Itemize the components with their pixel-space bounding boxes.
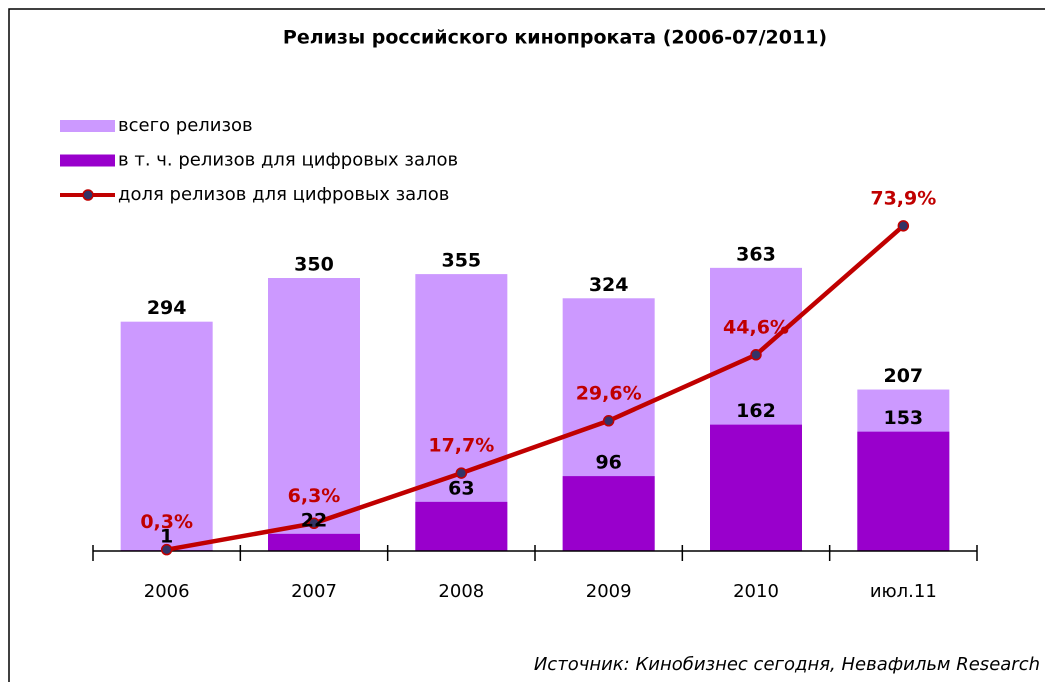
x-tick-label: 2010	[733, 581, 779, 602]
legend-label: всего релизов	[118, 115, 253, 136]
data-label: 153	[883, 407, 923, 429]
bar	[120, 321, 213, 551]
data-label: 63	[448, 477, 474, 499]
data-label: 324	[589, 274, 629, 296]
line-marker	[750, 349, 762, 361]
bar	[710, 424, 802, 551]
data-label: 162	[736, 400, 776, 422]
legend-label: в т. ч. релизов для цифровых залов	[118, 150, 458, 171]
data-label: 73,9%	[870, 187, 936, 209]
data-label: 363	[736, 243, 776, 265]
line-marker	[455, 467, 468, 479]
bar	[268, 533, 360, 551]
legend-swatch	[60, 120, 115, 132]
bar	[562, 476, 655, 551]
data-label: 0,3%	[140, 511, 193, 533]
legend-marker	[82, 189, 94, 201]
line-marker	[308, 517, 320, 530]
data-label: 350	[294, 254, 334, 276]
x-tick-label: июл.11	[870, 581, 937, 602]
data-label: 355	[441, 250, 481, 272]
line-marker	[602, 415, 615, 427]
chart-title: Релизы российского кинопроката (2006-07/…	[283, 27, 827, 49]
source-note: Источник: Кинобизнес сегодня, Невафильм …	[534, 654, 1040, 675]
bar	[415, 501, 508, 551]
line-marker	[160, 543, 173, 556]
data-label: 22	[301, 509, 327, 531]
data-label: 1	[160, 526, 173, 548]
bar	[268, 278, 360, 551]
data-label: 6,3%	[288, 485, 341, 507]
bar	[857, 431, 950, 551]
x-tick-label: 2006	[144, 581, 190, 602]
data-label: 96	[595, 452, 621, 474]
legend-label: доля релизов для цифровых залов	[118, 184, 449, 205]
data-label: 207	[883, 365, 923, 387]
x-tick-label: 2007	[291, 581, 337, 602]
data-label: 44,6%	[723, 316, 789, 338]
x-tick-label: 2008	[438, 581, 484, 602]
data-label: 29,6%	[576, 382, 642, 404]
data-label: 294	[147, 297, 187, 319]
legend-swatch	[60, 154, 115, 167]
line	[166, 224, 905, 552]
line-marker	[897, 220, 910, 232]
x-tick-label: 2009	[586, 581, 632, 602]
data-label: 17,7%	[428, 435, 494, 457]
